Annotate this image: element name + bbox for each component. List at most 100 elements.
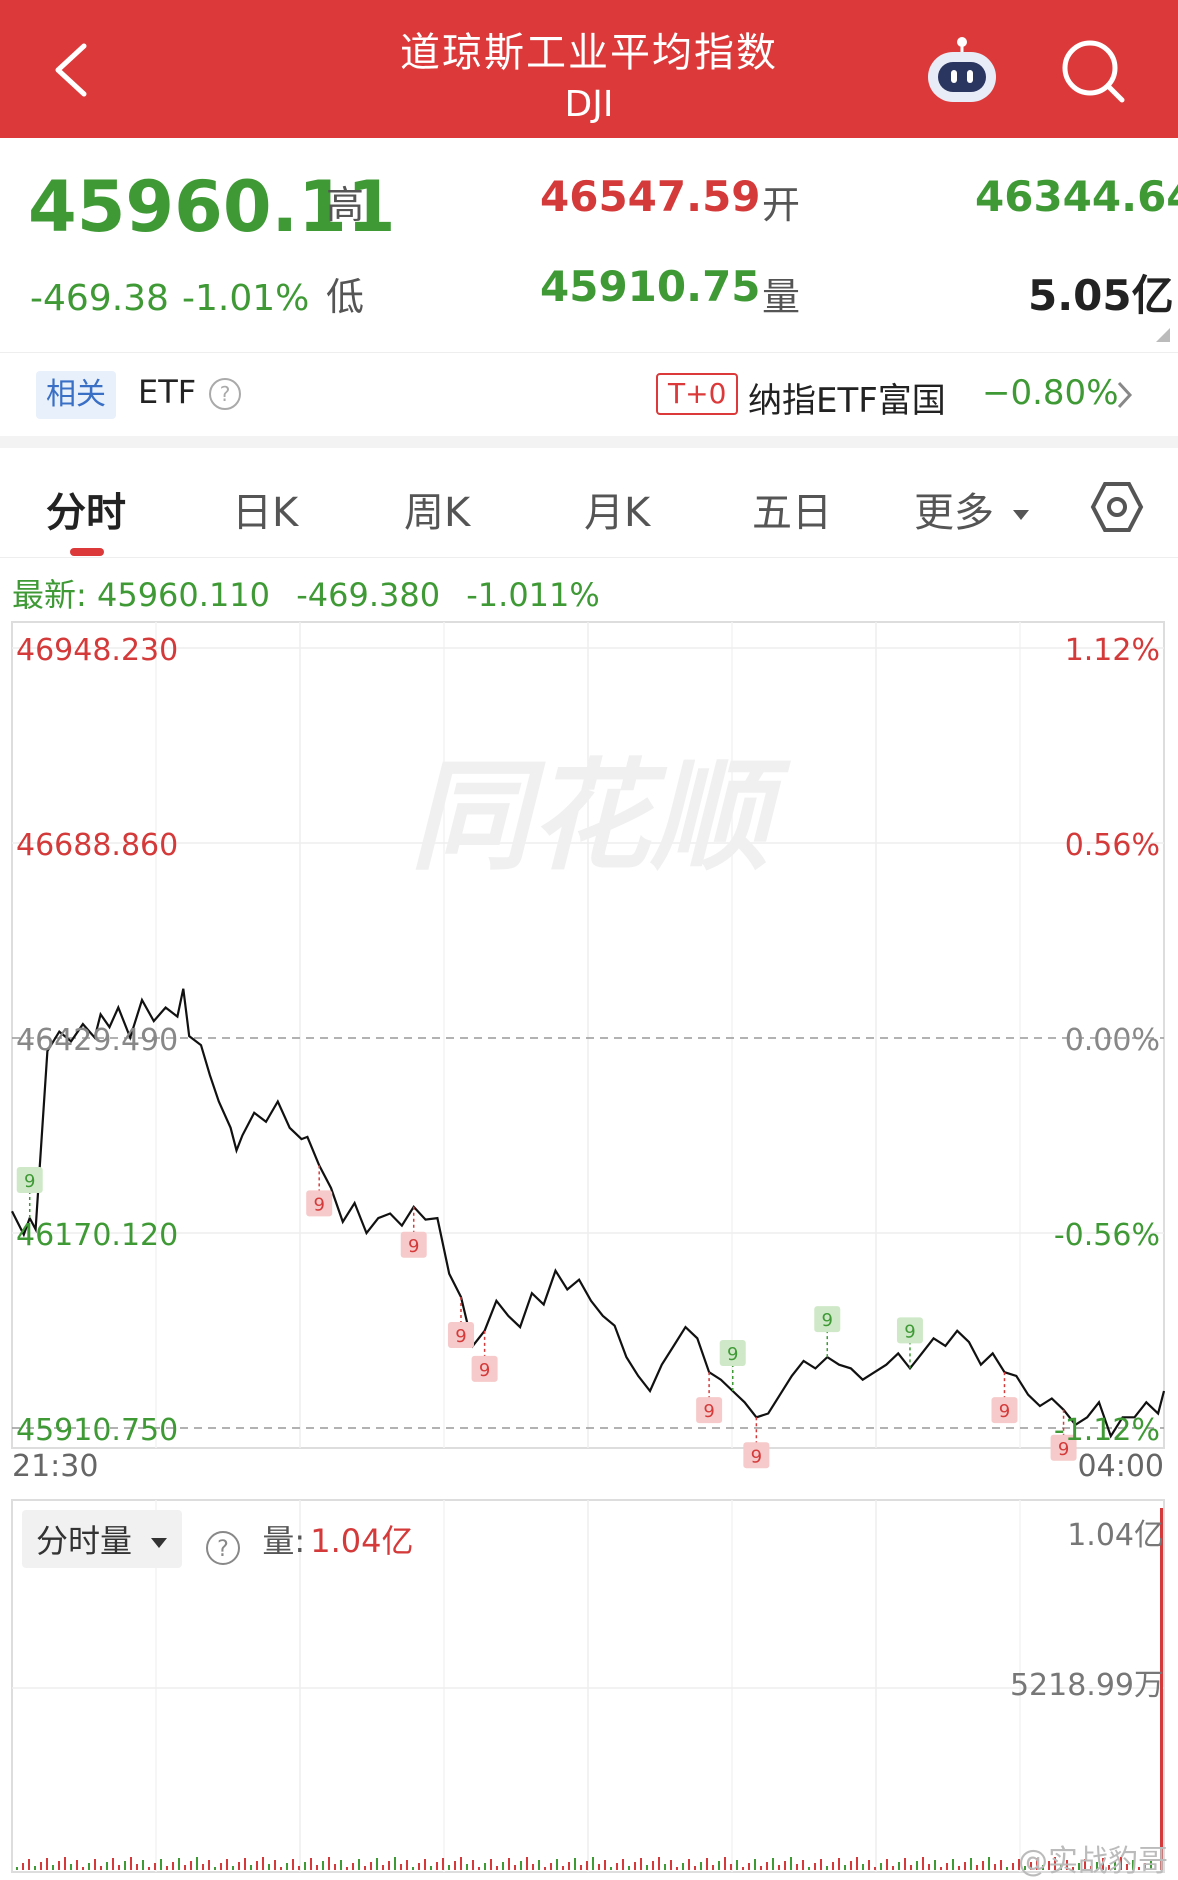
volume-bar: [910, 1865, 912, 1870]
volume-bar: [148, 1867, 150, 1870]
volume-bar: [856, 1857, 858, 1870]
tab-more[interactable]: 更多: [914, 480, 1031, 538]
volume-bar: [1000, 1860, 1002, 1870]
volume-bar: [790, 1857, 792, 1870]
search-icon[interactable]: [1058, 36, 1128, 106]
volume-bar: [382, 1865, 384, 1870]
volume-bar: [310, 1858, 312, 1870]
section-divider: [0, 436, 1178, 448]
volume-bar: [418, 1863, 420, 1870]
quote-summary: 45960.11 -469.38 -1.01% 高 46547.59 开 463…: [0, 138, 1178, 350]
caret-down-icon: [1012, 510, 1029, 520]
tab-weekly-k[interactable]: 周K: [404, 490, 471, 536]
buy-signal-marker: [814, 1306, 841, 1333]
buy-signal-marker: [719, 1339, 746, 1366]
volume-bar: [190, 1861, 192, 1870]
volume-bar: [940, 1867, 942, 1870]
volume-bar: [304, 1862, 306, 1870]
low-value: 45910.75: [540, 262, 761, 311]
volume-chart[interactable]: [0, 1498, 1178, 1880]
latest-price: 45960.110: [96, 576, 271, 614]
tab-monthly-k[interactable]: 月K: [584, 490, 651, 536]
volume-bar: [826, 1866, 828, 1870]
volume-bar: [64, 1857, 66, 1870]
volume-bar: [208, 1860, 210, 1870]
volume-bar: [136, 1864, 138, 1870]
settings-hexagon-icon[interactable]: [1090, 480, 1144, 534]
volume-bar: [550, 1863, 552, 1870]
weibo-watermark: @实战豹哥: [1018, 1844, 1168, 1879]
volume-bar: [328, 1857, 330, 1870]
volume-bar: [364, 1866, 366, 1870]
x-tick-start: 21:30: [12, 1449, 98, 1484]
related-etf-bar[interactable]: 相关 ETF ? T+0 纳指ETF富国 −0.80%: [0, 352, 1178, 436]
volume-bar: [574, 1858, 576, 1870]
volume-bar: [676, 1867, 678, 1870]
tab-five-day[interactable]: 五日: [752, 490, 832, 536]
volume-bar: [130, 1857, 132, 1870]
volume-bar: [1126, 1864, 1128, 1870]
volume-bar: [16, 1867, 18, 1870]
volume-bar: [454, 1861, 456, 1870]
y-tick-right: 0.00%: [1065, 1023, 1160, 1058]
chart-grid: [12, 622, 1164, 1448]
tab-more-label: 更多: [914, 490, 994, 536]
volume-bar: [256, 1861, 258, 1870]
volume-bar: [502, 1862, 504, 1870]
chevron-right-icon[interactable]: [1116, 379, 1134, 411]
volume-bar: [712, 1865, 714, 1870]
volume-bar: [34, 1866, 36, 1870]
volume-bar: [214, 1867, 216, 1870]
volume-bar: [592, 1857, 594, 1870]
volume-bar: [538, 1860, 540, 1870]
y-tick-left: 45910.750: [16, 1413, 178, 1448]
volume-bar: [880, 1863, 882, 1870]
volume-bar: [496, 1866, 498, 1870]
volume-bar: [1072, 1867, 1074, 1870]
help-icon[interactable]: ?: [208, 377, 242, 411]
volume-bar: [778, 1865, 780, 1870]
title-bar: 道琼斯工业平均指数 DJI: [0, 0, 1178, 138]
price-line: [11, 988, 1166, 1439]
volume-bar: [424, 1859, 426, 1870]
volume-bar: [976, 1865, 978, 1870]
volume-bar: [730, 1864, 732, 1870]
volume-bar: [124, 1861, 126, 1870]
volume-bar: [430, 1866, 432, 1870]
volume-bar: [352, 1863, 354, 1870]
volume-bar: [556, 1859, 558, 1870]
tab-daily-k[interactable]: 日K: [232, 490, 299, 536]
volume-bar: [562, 1866, 564, 1870]
help-icon[interactable]: ?: [205, 1530, 241, 1566]
volume-bar: [160, 1859, 162, 1870]
period-tabs: 分时 日K 周K 月K 五日 更多: [0, 448, 1178, 558]
last-price: 45960.11: [28, 166, 396, 248]
volume-bar: [628, 1866, 630, 1870]
volume-bar: [448, 1865, 450, 1870]
high-label: 高: [326, 183, 365, 227]
back-icon[interactable]: [48, 40, 98, 100]
volume-bar: [298, 1866, 300, 1870]
volume-bar: [814, 1863, 816, 1870]
volume-bar: [610, 1867, 612, 1870]
robot-icon[interactable]: [922, 34, 1002, 106]
volume-bar: [916, 1861, 918, 1870]
volume-bar: [94, 1859, 96, 1870]
volume-bar: [1144, 1863, 1146, 1870]
volume-bar: [772, 1858, 774, 1870]
volume-bar: [886, 1859, 888, 1870]
tab-intraday[interactable]: 分时: [46, 490, 126, 536]
volume-bar: [754, 1859, 756, 1870]
volume-bar: [394, 1857, 396, 1870]
volume-selector[interactable]: 分时量: [22, 1510, 183, 1568]
volume-bar: [652, 1861, 654, 1870]
volume-bar: [406, 1860, 408, 1870]
volume-bar: [118, 1865, 120, 1870]
volume-bar: [322, 1861, 324, 1870]
volume-bar: [220, 1863, 222, 1870]
sell-signal-marker: [306, 1190, 333, 1217]
volume-bar: [262, 1857, 264, 1870]
etf-fund-name[interactable]: 纳指ETF富国: [748, 381, 946, 421]
expand-corner-icon[interactable]: [1156, 328, 1170, 342]
